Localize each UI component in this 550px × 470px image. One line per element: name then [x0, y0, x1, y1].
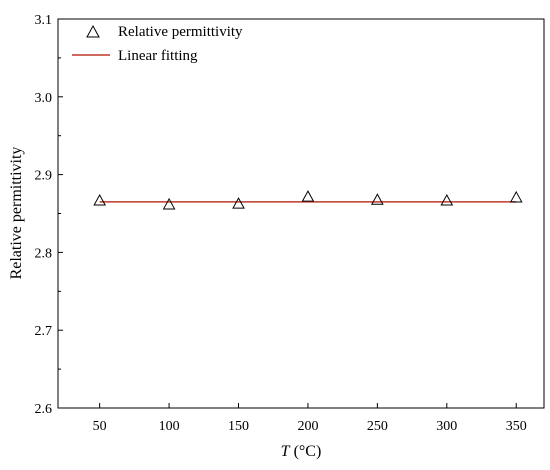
series-layer [93, 190, 523, 210]
data-point [301, 190, 315, 202]
data-point [162, 197, 176, 210]
x-axis-label: T (°C) [281, 443, 322, 460]
x-tick-label: 200 [297, 419, 318, 434]
y-axis-ticks: 2.6 2.7 2.8 2.9 3.0 3.1 [35, 13, 63, 417]
x-tick-label: 350 [506, 419, 527, 434]
legend-marker-scatter [86, 24, 100, 38]
x-tick-label: 50 [93, 419, 107, 434]
y-tick-label: 2.7 [35, 324, 53, 339]
y-tick-label: 2.9 [35, 169, 53, 184]
data-point [509, 190, 523, 203]
legend-label-scatter: Relative permittivity [118, 24, 243, 40]
data-point [93, 194, 107, 206]
legend-label-line: Linear fitting [118, 48, 198, 64]
x-tick-label: 150 [228, 419, 249, 434]
data-point [440, 194, 454, 206]
x-tick-label: 100 [159, 419, 180, 434]
y-tick-label: 3.1 [35, 13, 53, 28]
plot-frame [57, 18, 545, 409]
x-axis-unit: (°C) [290, 443, 322, 460]
y-axis-label: Relative permittivity [8, 147, 25, 280]
data-point [371, 193, 384, 205]
x-tick-label: 250 [367, 419, 388, 434]
data-point [232, 197, 245, 209]
x-tick-label: 300 [436, 419, 457, 434]
x-axis-variable: T [281, 443, 291, 460]
y-tick-label: 2.8 [35, 246, 53, 261]
y-tick-label: 2.6 [35, 402, 53, 417]
x-axis-ticks: 50 100 150 200 250 300 350 [93, 403, 527, 434]
legend: Relative permittivity Linear fitting [72, 24, 243, 64]
y-tick-label: 3.0 [35, 91, 53, 106]
